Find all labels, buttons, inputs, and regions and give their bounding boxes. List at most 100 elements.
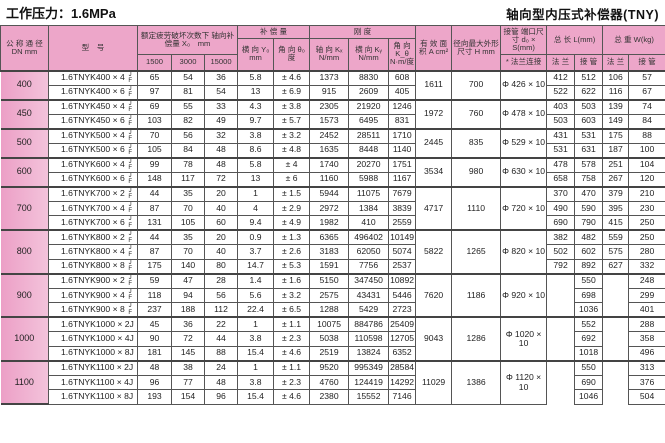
length-pipe-cell: 550 [574, 272, 604, 289]
length-pipe-cell: 1018 [574, 345, 604, 361]
dn-cell: 450 [0, 98, 49, 130]
dn-cell: 500 [0, 127, 49, 159]
area-cell: 5822 [415, 229, 453, 274]
model-cell: 1.6TNYK1000 × 8J [48, 345, 138, 361]
area-cell: 2445 [415, 127, 453, 158]
length-flange-cell [546, 375, 576, 390]
header-pipe: 接管 端口尺寸 d₀ × S(mm) [500, 25, 548, 55]
jf-f: F [128, 92, 132, 98]
length-pipe-cell: 550 [574, 359, 604, 376]
x0-3000-cell: 35 [171, 185, 205, 202]
jf-f: F [128, 179, 132, 185]
weight-flange-cell: 575 [602, 244, 630, 260]
model-name: 1.6TNYK1100 × 8J [61, 391, 134, 402]
model-cell: 1.6TNYK1100 × 2J [48, 359, 138, 376]
x0-1500-cell: 87 [137, 244, 172, 260]
weight-pipe-cell: 230 [628, 200, 665, 216]
stiffness-kx-cell: 1591 [309, 258, 350, 274]
header-ktheta: 角 向 K_θ N·m/度 [388, 38, 417, 71]
x0-15000-cell: 48 [203, 142, 239, 158]
model-name: 1.6TNYK1000 × 4J [61, 333, 134, 344]
length-flange-cell [546, 288, 576, 303]
header-lateral: 横 向 Y₀ mm [237, 38, 275, 71]
weight-flange-cell [602, 302, 630, 317]
weight-pipe-cell: 104 [628, 156, 665, 173]
stiffness-ky-cell: 6495 [348, 113, 390, 129]
weight-pipe-cell: 210 [628, 185, 665, 202]
pipe-size-cell: Φ 720 × 10 [500, 185, 548, 231]
model-name: 1.6TNYK400 × 4 [61, 72, 125, 83]
model-name: 1.6TNYK450 × 6 [61, 115, 125, 126]
jf-j: J [128, 303, 132, 309]
length-pipe-cell: 503 [574, 98, 604, 115]
angular-theta-cell: ± 3.8 [273, 98, 311, 115]
header-cycles-3000: 3000 [171, 54, 205, 71]
x0-1500-cell: 148 [137, 171, 172, 187]
x0-3000-cell: 117 [171, 171, 205, 187]
header-length-pipe: 接 管 [574, 54, 604, 71]
x0-3000-cell: 140 [171, 258, 205, 274]
model-name: 1.6TNYK1100 × 4J [61, 376, 134, 387]
lateral-y0-cell: 5.6 [237, 287, 275, 303]
x0-3000-cell: 35 [171, 229, 205, 245]
table-row: 500 1.6TNYK500 × 4 J F 70 56 32 3.8 ± 3.2 2452 285… [0, 127, 665, 159]
stiffness-kx-cell: 2452 [309, 127, 350, 144]
working-pressure-title: 工作压力：1.6MPa [6, 6, 116, 21]
x0-3000-cell: 70 [171, 200, 205, 216]
angular-theta-cell: ± 2.3 [273, 331, 311, 347]
weight-pipe-cell: 120 [628, 171, 665, 187]
length-flange-cell: 403 [546, 98, 576, 115]
stiffness-kx-cell: 5038 [309, 331, 350, 347]
length-flange-cell: 490 [546, 200, 576, 216]
lateral-y0-cell: 9.7 [237, 113, 275, 129]
stiffness-ktheta-cell: 25409 [388, 316, 417, 332]
length-flange-cell: 431 [546, 127, 576, 144]
weight-pipe-cell: 67 [628, 84, 665, 100]
table-row: 1.6TNYK500 × 6 J F 105 84 48 8.6 ± 4.8 1635 8448 1… [1, 142, 665, 158]
stiffness-ky-cell: 5429 [348, 302, 390, 318]
model-name: 1.6TNYK900 × 2 [61, 275, 125, 286]
stiffness-kx-cell: 1740 [309, 156, 350, 173]
x0-15000-cell: 20 [203, 185, 239, 202]
lateral-y0-cell: 8.6 [237, 142, 275, 158]
weight-flange-cell [602, 288, 630, 303]
length-pipe-cell: 482 [574, 229, 604, 245]
jf-j: J [128, 100, 132, 107]
x0-1500-cell: 99 [137, 156, 172, 173]
angular-theta-cell: ± 4.6 [273, 389, 311, 405]
x0-15000-cell: 72 [203, 171, 239, 187]
stiffness-ky-cell: 347450 [348, 272, 390, 289]
stiffness-ktheta-cell: 12705 [388, 331, 417, 347]
pipe-size-cell: Φ 478 × 10 [500, 98, 548, 129]
length-flange-cell: 412 [546, 69, 576, 86]
x0-3000-cell: 38 [171, 359, 205, 376]
stiffness-ky-cell: 110598 [348, 331, 390, 347]
weight-flange-cell: 415 [602, 215, 630, 231]
x0-15000-cell: 49 [203, 113, 239, 129]
lateral-y0-cell: 5.8 [237, 156, 275, 173]
stiffness-kx-cell: 2519 [309, 345, 350, 361]
table-row: 1.6TNYK400 × 6 J F 97 81 54 13 ± 6.9 915 2609 405 5… [1, 84, 665, 100]
model-name: 1.6TNYK900 × 4 [61, 289, 125, 300]
model-name: 1.6TNYK700 × 6 [61, 216, 125, 227]
x0-1500-cell: 97 [137, 84, 172, 100]
length-flange-cell: 690 [546, 215, 576, 231]
x0-1500-cell: 48 [137, 359, 172, 376]
stiffness-kx-cell: 4760 [309, 374, 350, 390]
weight-pipe-cell: 250 [628, 229, 665, 245]
header-angular: 角 向 θ₀ 度 [273, 38, 311, 71]
x0-15000-cell: 54 [203, 84, 239, 100]
area-cell: 1611 [415, 69, 453, 100]
x0-1500-cell: 70 [137, 127, 172, 144]
dn-cell: 700 [0, 185, 49, 231]
x0-15000-cell: 40 [203, 200, 239, 216]
table-row: 1.6TNYK900 × 4 J F 118 94 56 5.6 ± 3.2 2575 43431… [1, 287, 665, 303]
